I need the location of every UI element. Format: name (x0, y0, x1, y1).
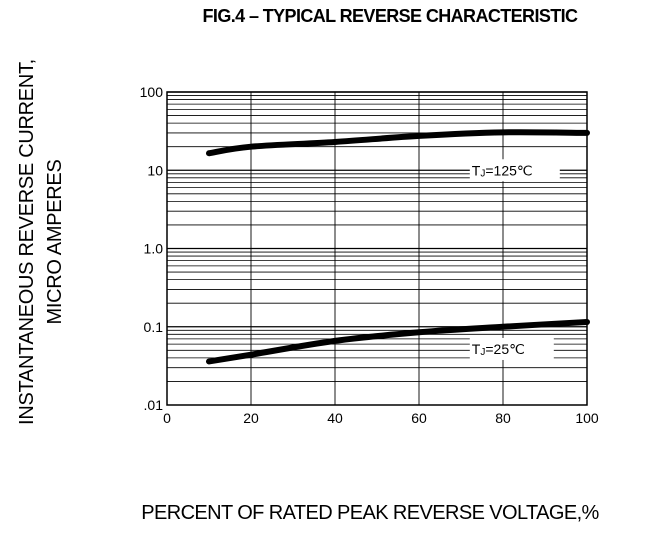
y-tick-label: 10 (147, 162, 163, 178)
y-tick-label: 100 (140, 84, 164, 100)
x-tick-label: 20 (243, 410, 259, 426)
y-tick-label: 0.1 (144, 319, 164, 335)
x-axis-label: PERCENT OF RATED PEAK REVERSE VOLTAGE,% (141, 502, 599, 524)
series-line-1 (206, 129, 590, 157)
chart-title: FIG.4 – TYPICAL REVERSE CHARACTERISTIC (202, 6, 579, 26)
x-tick-label: 0 (163, 410, 171, 426)
y-tick-label: .01 (144, 397, 164, 413)
x-tick-label: 40 (327, 410, 343, 426)
plot-border (166, 91, 588, 406)
series-lines (206, 129, 590, 365)
plot-frame (166, 91, 588, 406)
series-label-1: TJ=125℃ (472, 162, 533, 179)
series-line-2 (206, 319, 590, 365)
series-label-bg (469, 159, 560, 182)
x-tick-label: 100 (575, 410, 599, 426)
series-label-bg (469, 337, 554, 360)
series-labels: TJ=125℃ TJ=25℃ (469, 159, 560, 360)
series-label-2: TJ=25℃ (472, 341, 525, 358)
tick-labels: 0 20 40 60 80 100 100 10 1.0 0.1 .01 (140, 84, 599, 426)
x-tick-label: 80 (495, 410, 511, 426)
y-tick-label: 1.0 (144, 241, 164, 257)
x-tick-label: 60 (411, 410, 427, 426)
